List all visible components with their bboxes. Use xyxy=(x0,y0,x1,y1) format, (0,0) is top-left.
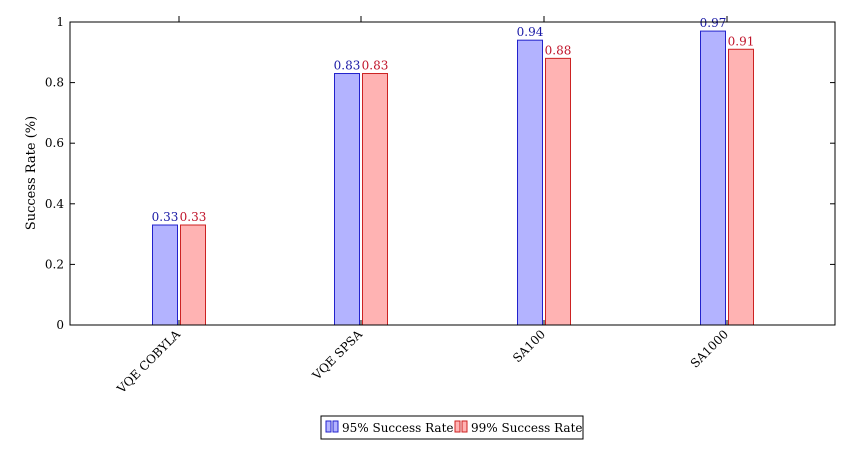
legend-swatch-1-a xyxy=(325,420,332,433)
legend-label-2: 99% Success Rate xyxy=(471,421,583,435)
bar-1-1 xyxy=(152,224,178,326)
y-tick-label-2: 0.4 xyxy=(45,197,64,211)
bar-1-3 xyxy=(517,39,543,326)
bar-2-3 xyxy=(545,57,571,326)
legend-swatch-2-b xyxy=(461,420,468,433)
plot-frame xyxy=(69,21,836,326)
y-axis: 0 0.2 0.4 0.6 0.8 1 xyxy=(45,15,835,332)
bar-2-2 xyxy=(362,73,388,326)
y-tick-label-3: 0.6 xyxy=(45,136,64,150)
y-axis-title: Success Rate (%) xyxy=(24,116,39,230)
data-label-2-1: 0.33 xyxy=(180,210,207,224)
legend-swatch-2-a xyxy=(454,420,461,433)
x-tick-label-0: VQE COBYLA xyxy=(114,327,184,397)
bar-1-2 xyxy=(334,73,360,326)
legend: 95% Success Rate 99% Success Rate xyxy=(320,415,584,440)
legend-swatch-1-b xyxy=(332,420,339,433)
data-labels-layer: 0.33 0.83 0.94 0.97 0.33 0.83 0.88 0.91 xyxy=(152,16,755,224)
x-tick-label-1: VQE SPSA xyxy=(309,327,365,383)
bar-2-1 xyxy=(180,224,206,326)
data-label-2-3: 0.88 xyxy=(545,43,572,57)
x-axis: VQE COBYLA VQE SPSA SA100 SA1000 xyxy=(114,16,731,397)
x-tick-label-2: SA100 xyxy=(510,327,548,365)
data-label-1-4: 0.97 xyxy=(700,16,727,30)
legend-box xyxy=(320,415,584,440)
x-tick-label-3: SA1000 xyxy=(688,327,731,370)
bar-2-4 xyxy=(728,48,754,326)
data-label-1-3: 0.94 xyxy=(517,25,544,39)
y-tick-label-0: 0 xyxy=(56,318,64,332)
y-tick-label-4: 0.8 xyxy=(45,76,64,90)
bars-layer xyxy=(152,30,754,326)
data-label-2-4: 0.91 xyxy=(728,34,755,48)
legend-label-1: 95% Success Rate xyxy=(342,421,454,435)
y-tick-label-1: 0.2 xyxy=(45,257,64,271)
data-label-1-2: 0.83 xyxy=(334,59,361,73)
y-tick-label-5: 1 xyxy=(56,15,64,29)
data-label-2-2: 0.83 xyxy=(362,59,389,73)
bar-1-4 xyxy=(700,30,726,326)
data-label-1-1: 0.33 xyxy=(152,210,179,224)
